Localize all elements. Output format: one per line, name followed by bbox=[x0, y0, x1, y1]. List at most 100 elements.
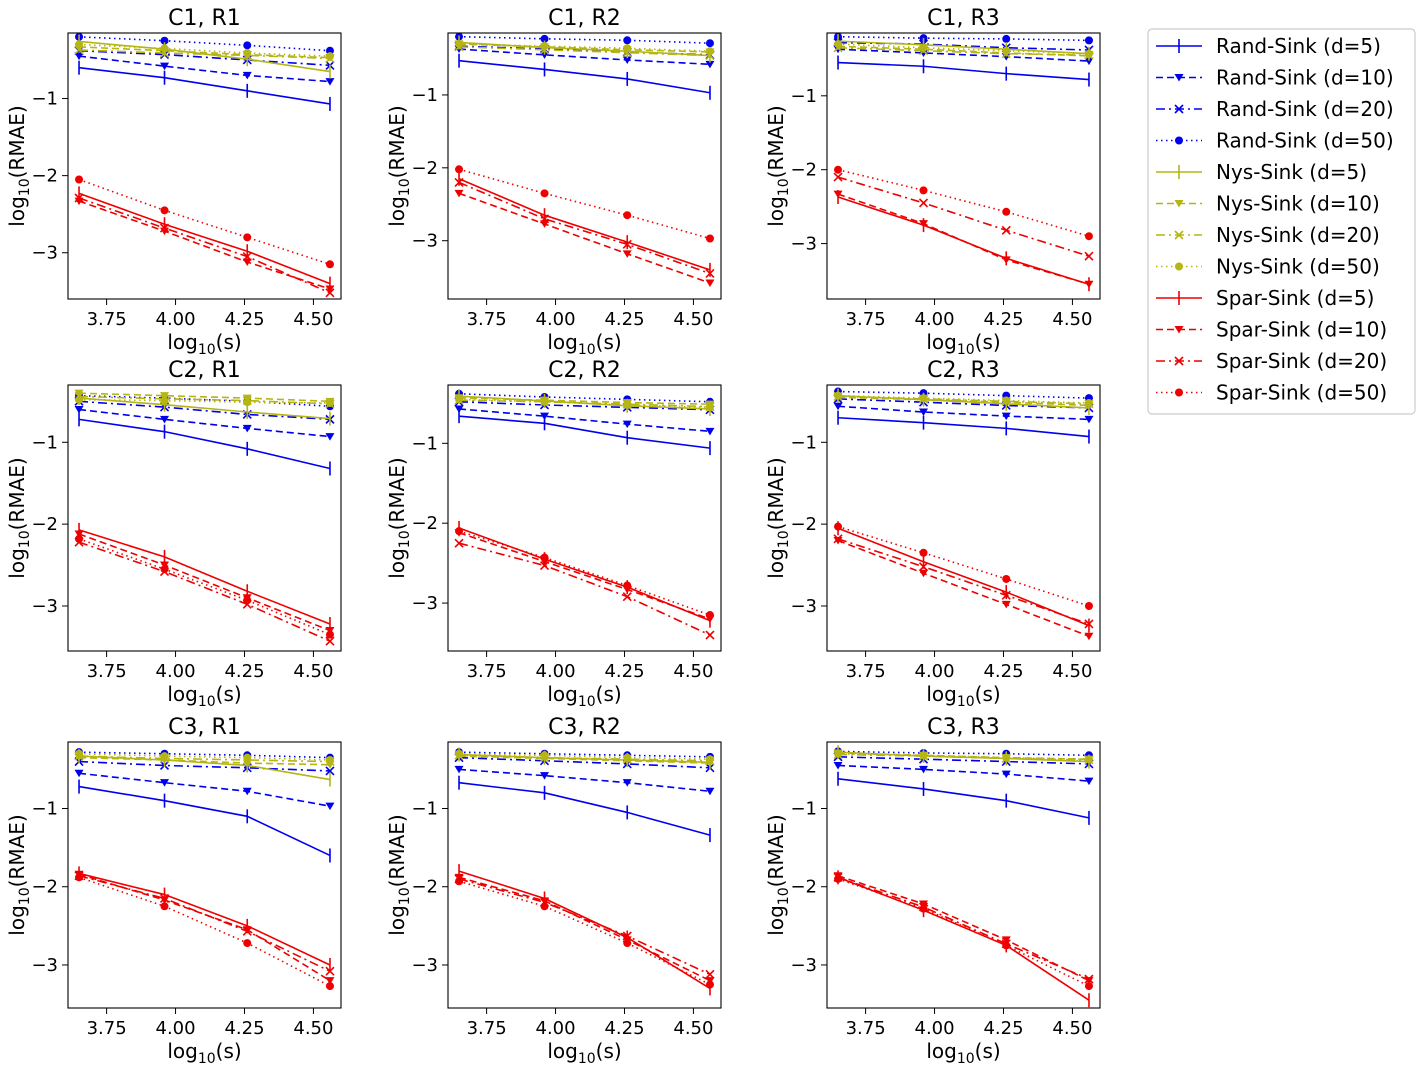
series-line bbox=[78, 541, 331, 642]
x-tick-label: 4.00 bbox=[915, 1018, 955, 1039]
series-line bbox=[837, 777, 1090, 819]
legend-entry: Spar-Sink (d=20) bbox=[1156, 349, 1387, 373]
series-line bbox=[78, 876, 331, 987]
data-point bbox=[705, 427, 715, 436]
data-point bbox=[705, 60, 715, 69]
data-point bbox=[325, 755, 334, 764]
legend-entry: Rand-Sink (d=50) bbox=[1156, 129, 1394, 153]
series bbox=[78, 779, 331, 863]
data-point bbox=[919, 904, 928, 913]
series bbox=[455, 877, 714, 989]
series bbox=[74, 406, 335, 441]
panel-title: C1, R1 bbox=[168, 6, 241, 31]
data-point bbox=[1001, 412, 1011, 421]
legend-marker bbox=[1174, 356, 1184, 366]
panel-title: C2, R1 bbox=[168, 358, 241, 383]
data-point bbox=[1084, 57, 1094, 66]
data-point bbox=[1002, 753, 1011, 762]
legend-entry: Nys-Sink (d=10) bbox=[1156, 192, 1380, 216]
data-point bbox=[455, 395, 464, 404]
series-line bbox=[459, 400, 710, 411]
series bbox=[837, 55, 1090, 87]
data-point bbox=[455, 527, 464, 536]
data-point bbox=[75, 40, 84, 49]
data-point bbox=[919, 43, 928, 52]
x-axis-label: log10(s) bbox=[926, 1039, 1000, 1067]
data-point bbox=[243, 753, 252, 762]
series-line bbox=[458, 415, 711, 449]
y-tick-label: −1 bbox=[31, 799, 58, 820]
series-line bbox=[78, 785, 331, 857]
y-axis-label: log10(RMAE) bbox=[764, 105, 792, 226]
x-tick-label: 4.00 bbox=[536, 1018, 576, 1039]
series-line bbox=[458, 395, 711, 410]
data-point bbox=[834, 391, 843, 400]
series-line bbox=[78, 55, 331, 83]
y-axis-label: log10(RMAE) bbox=[5, 457, 33, 578]
x-tick-label: 4.50 bbox=[1052, 1018, 1092, 1039]
panel: C1, R1 3.75 4.00 4.25 4.50 −1 −2 −3 log10(s) log1… bbox=[5, 6, 342, 358]
legend-entry: Nys-Sink (d=5) bbox=[1156, 160, 1367, 184]
data-point bbox=[705, 403, 714, 412]
data-point bbox=[1002, 574, 1011, 583]
y-tick-label: −1 bbox=[411, 433, 438, 454]
series-line bbox=[837, 878, 1090, 987]
data-point bbox=[242, 424, 252, 433]
data-point bbox=[622, 779, 632, 787]
data-point bbox=[1084, 974, 1094, 984]
plot-frame bbox=[447, 741, 722, 1009]
data-point bbox=[243, 49, 252, 58]
data-point bbox=[919, 394, 928, 403]
x-tick-label: 4.00 bbox=[915, 661, 955, 682]
series-line bbox=[78, 538, 331, 636]
panel-title: C1, R3 bbox=[927, 6, 1000, 31]
x-tick-label: 4.25 bbox=[604, 1018, 644, 1039]
data-point bbox=[1001, 225, 1011, 235]
data-point bbox=[705, 47, 714, 56]
data-point bbox=[325, 52, 334, 61]
series-line bbox=[837, 176, 1090, 257]
data-point bbox=[75, 395, 84, 404]
panel-title: C2, R3 bbox=[927, 358, 1000, 383]
legend: Rand-Sink (d=5) Rand-Sink (d=10) Rand-Sink… bbox=[1147, 28, 1416, 415]
series bbox=[75, 534, 334, 639]
data-point bbox=[325, 260, 334, 269]
legend-marker bbox=[1174, 230, 1184, 240]
y-tick-label: −1 bbox=[411, 85, 438, 106]
legend-label: Spar-Sink (d=50) bbox=[1216, 381, 1387, 405]
data-point bbox=[160, 396, 169, 405]
data-point bbox=[242, 71, 252, 80]
legend-marker bbox=[1174, 326, 1184, 334]
data-point bbox=[243, 398, 252, 407]
series-line bbox=[79, 755, 330, 763]
x-tick-label: 4.00 bbox=[156, 661, 196, 682]
data-point bbox=[1002, 46, 1011, 55]
y-axis-label: log10(RMAE) bbox=[764, 457, 792, 578]
data-point bbox=[1001, 590, 1011, 600]
data-point bbox=[243, 41, 252, 50]
series-line bbox=[458, 878, 711, 976]
plot-frame bbox=[447, 32, 722, 300]
series bbox=[834, 749, 1093, 764]
series-line bbox=[838, 753, 1089, 761]
series-line bbox=[838, 395, 1089, 405]
y-tick-label: −3 bbox=[31, 596, 58, 617]
x-tick-label: 4.00 bbox=[156, 1018, 196, 1039]
y-tick-label: −2 bbox=[790, 160, 817, 181]
data-point bbox=[705, 279, 715, 287]
data-point bbox=[455, 39, 464, 48]
legend-marker bbox=[1175, 136, 1183, 145]
data-point bbox=[160, 44, 169, 53]
data-point bbox=[325, 288, 335, 298]
y-tick-label: −3 bbox=[31, 243, 58, 264]
series bbox=[455, 165, 714, 243]
series-line bbox=[78, 178, 331, 266]
series bbox=[834, 40, 1093, 58]
series-line bbox=[458, 532, 711, 620]
y-tick-label: −2 bbox=[31, 514, 58, 535]
series bbox=[833, 761, 1094, 786]
data-point bbox=[833, 402, 843, 411]
y-tick-label: −3 bbox=[790, 596, 817, 617]
legend-entry: Spar-Sink (d=10) bbox=[1156, 318, 1387, 342]
y-tick-label: −2 bbox=[31, 166, 58, 187]
